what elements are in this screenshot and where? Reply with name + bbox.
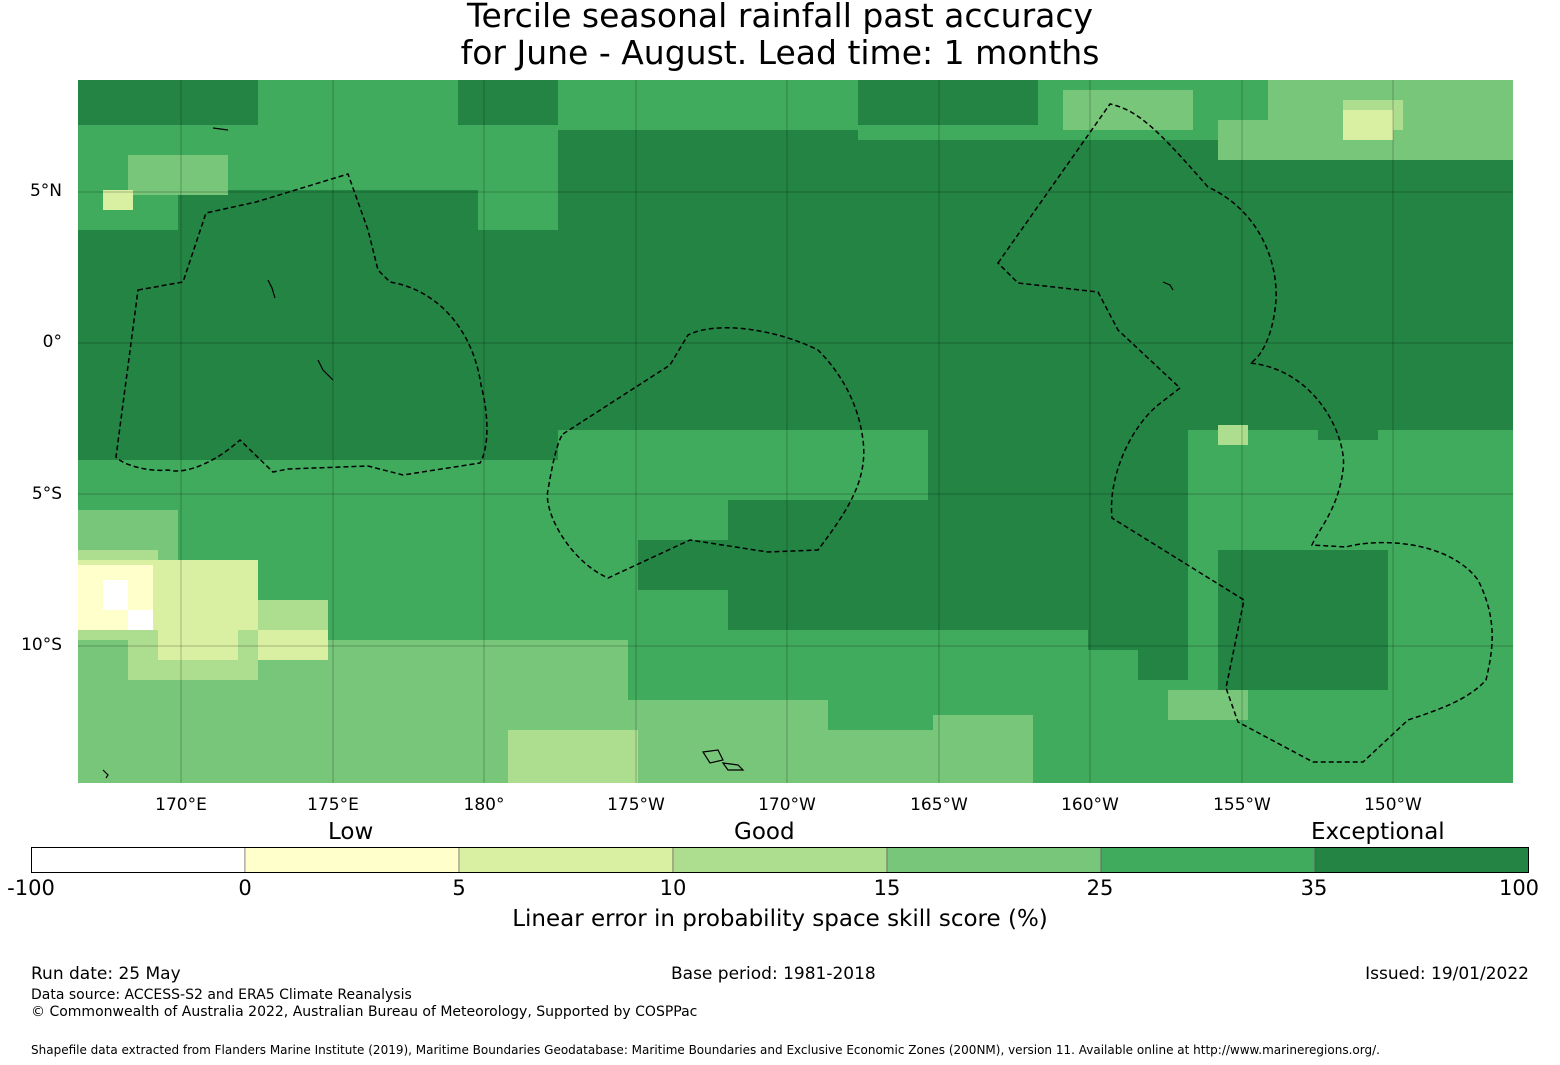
lat-label-5s: 5°S	[31, 484, 62, 504]
colorbar-axis-label: Linear error in probability space skill …	[512, 906, 1048, 932]
lon-label-150w: 150°W	[1364, 795, 1422, 815]
colorbar-tick: 0	[238, 876, 252, 900]
colorbar-cell	[1100, 847, 1316, 873]
graticule	[78, 80, 1513, 783]
colorbar	[31, 847, 1529, 873]
lon-label-170w: 170°W	[758, 795, 816, 815]
legend-category-good: Good	[734, 819, 795, 845]
islands	[102, 127, 1174, 779]
lon-label-170e: 170°E	[155, 795, 207, 815]
colorbar-cell	[886, 847, 1102, 873]
issued-date: Issued: 19/01/2022	[1365, 964, 1529, 984]
colorbar-tick: 15	[873, 876, 901, 900]
lon-label-175e: 175°E	[307, 795, 359, 815]
lat-label-10s: 10°S	[21, 635, 62, 655]
lon-label-175w: 175°W	[607, 795, 665, 815]
colorbar-tick: 25	[1086, 876, 1114, 900]
lon-label-180: 180°	[463, 795, 505, 815]
exceptional-zones	[78, 80, 1513, 690]
copyright: © Commonwealth of Australia 2022, Austra…	[31, 1004, 698, 1020]
lon-label-155w: 155°W	[1213, 795, 1271, 815]
colorbar-tick: 35	[1300, 876, 1328, 900]
colorbar-tick: 5	[452, 876, 466, 900]
colorbar-cell	[458, 847, 674, 873]
run-date: Run date: 25 May	[31, 964, 181, 984]
map-title-line-2: for June - August. Lead time: 1 months	[460, 33, 1100, 72]
data-source: Data source: ACCESS-S2 and ERA5 Climate …	[31, 987, 412, 1003]
lat-label-0: 0°	[42, 332, 62, 352]
lon-label-160w: 160°W	[1061, 795, 1119, 815]
colorbar-cell	[31, 847, 246, 873]
lon-label-165w: 165°W	[910, 795, 968, 815]
legend-category-low: Low	[328, 819, 374, 845]
skill-score-map	[78, 80, 1513, 783]
map-title-line-1: Tercile seasonal rainfall past accuracy	[466, 0, 1094, 35]
shapefile-credit: Shapefile data extracted from Flanders M…	[31, 1043, 1380, 1057]
colorbar-cell	[1314, 847, 1529, 873]
colorbar-cell	[244, 847, 460, 873]
base-period: Base period: 1981-2018	[671, 964, 876, 984]
colorbar-cell	[672, 847, 888, 873]
colorbar-tick: 100	[1498, 876, 1540, 900]
lat-label-5n: 5°N	[29, 181, 62, 201]
eez-boundaries	[115, 103, 1493, 763]
colorbar-tick: -100	[7, 876, 55, 900]
colorbar-tick: 10	[659, 876, 687, 900]
legend-category-exceptional: Exceptional	[1311, 819, 1445, 845]
negative-zones	[103, 580, 153, 630]
